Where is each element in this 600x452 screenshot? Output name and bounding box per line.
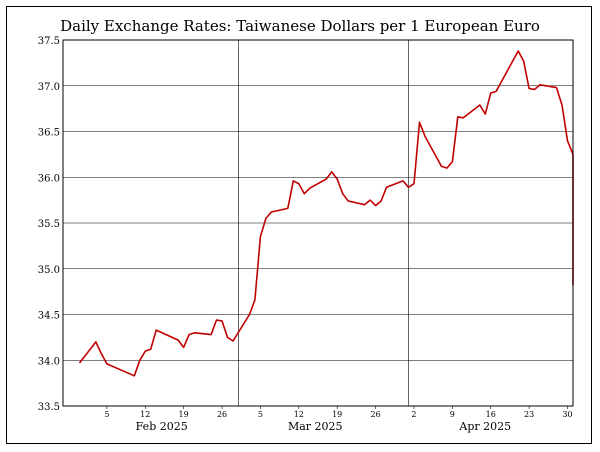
x-tick-label: 30 bbox=[562, 410, 572, 419]
x-tick-label: 5 bbox=[104, 410, 109, 419]
plot-border bbox=[62, 39, 574, 407]
x-tick-label: 19 bbox=[332, 410, 342, 419]
y-tick-label: 34.0 bbox=[38, 356, 60, 367]
y-tick-label: 36.0 bbox=[38, 173, 60, 184]
x-tick-label: 23 bbox=[524, 410, 534, 419]
y-tick-label: 35.0 bbox=[38, 265, 60, 276]
chart-title: Daily Exchange Rates: Taiwanese Dollars … bbox=[60, 17, 540, 35]
x-tick-label: 12 bbox=[294, 410, 304, 419]
x-tick-label: 5 bbox=[258, 410, 263, 419]
y-tick-label: 35.5 bbox=[38, 219, 60, 230]
y-tick-label: 34.5 bbox=[38, 311, 60, 322]
x-tick-label: 19 bbox=[179, 410, 189, 419]
x-tick-label: 26 bbox=[370, 410, 380, 419]
x-month-label: Feb 2025 bbox=[136, 420, 188, 433]
x-month-label: Mar 2025 bbox=[288, 420, 343, 433]
y-tick-label: 37.5 bbox=[38, 36, 60, 47]
x-tick-label: 12 bbox=[140, 410, 150, 419]
chart-frame: Daily Exchange Rates: Taiwanese Dollars … bbox=[6, 6, 592, 444]
x-tick-label: 26 bbox=[217, 410, 227, 419]
x-tick-label: 9 bbox=[450, 410, 455, 419]
exchange-rate-chart: Daily Exchange Rates: Taiwanese Dollars … bbox=[38, 17, 574, 433]
y-axis-labels: 33.5 34.0 34.5 35.0 35.5 36.0 36.5 37.0 37.5 bbox=[38, 36, 60, 413]
x-axis-ticks: 5 12 19 26 5 12 19 26 2 9 16 23 30 bbox=[104, 406, 573, 419]
x-tick-label: 2 bbox=[411, 410, 416, 419]
y-tick-label: 33.5 bbox=[38, 402, 60, 413]
y-tick-label: 36.5 bbox=[38, 128, 60, 139]
grid-lines bbox=[63, 39, 573, 407]
x-month-label: Apr 2025 bbox=[458, 420, 511, 433]
y-tick-label: 37.0 bbox=[38, 82, 60, 93]
x-tick-label: 16 bbox=[486, 410, 496, 419]
x-axis-month-labels: Feb 2025 Mar 2025 Apr 2025 bbox=[136, 420, 511, 433]
series-line bbox=[78, 50, 574, 377]
